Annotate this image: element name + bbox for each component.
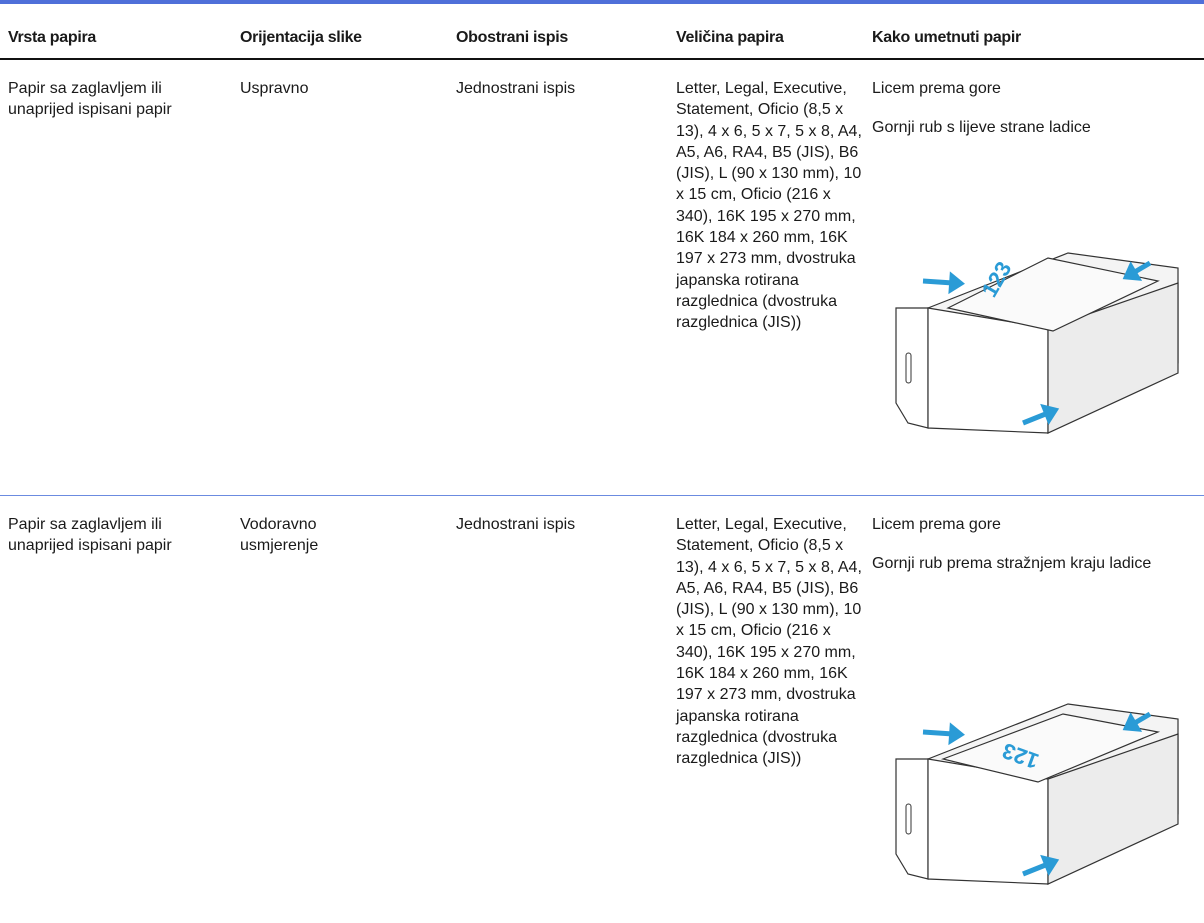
paper [940, 713, 1161, 783]
loading-instructions: Licem prema gore Gornji rub prema stražnj… [872, 514, 1202, 593]
tray-illustration: 123 [895, 703, 1179, 885]
paper-type: Papir sa zaglavljem ili unaprijed ispisa… [8, 80, 172, 119]
loading-instructions: Licem prema gore Gornji rub s lijeve stra… [872, 78, 1202, 157]
tray-front [895, 307, 929, 429]
orientation: Uspravno [240, 80, 309, 97]
tray-face [927, 307, 1049, 434]
arrow-head [1122, 261, 1143, 281]
header-cell: Veličina papira [676, 29, 784, 46]
duplex: Jednostrani ispis [456, 80, 576, 97]
instruction: Licem prema gore [872, 80, 1001, 97]
paper-type: Papir sa zaglavljem ili unaprijed ispisa… [8, 516, 172, 555]
arrow-head [948, 722, 965, 746]
arrow-head [1040, 403, 1060, 425]
tray-illustration: 123 [895, 252, 1179, 434]
duplex: Jednostrani ispis [456, 516, 576, 533]
instruction: Licem prema gore [872, 516, 1001, 533]
header-cell: Obostrani ispis [456, 29, 568, 46]
header-cell: Orijentacija slike [240, 29, 362, 46]
paper-sizes: Letter, Legal, Executive, Statement, Ofi… [676, 516, 862, 768]
arrow-shaft [1022, 861, 1049, 877]
arrow-head [1040, 854, 1060, 876]
header-rule [0, 58, 1204, 60]
header-cell: Kako umetnuti papir [872, 29, 1021, 46]
tray-front [895, 758, 929, 880]
row-rule [0, 495, 1204, 496]
handle [905, 803, 912, 835]
paper [946, 257, 1160, 332]
orientation: Vodoravno usmjerenje [240, 516, 319, 555]
arrow-shaft [922, 729, 954, 737]
arrow-shaft [922, 278, 954, 286]
instruction: Gornji rub s lijeve strane ladice [872, 119, 1091, 137]
header-cell: Vrsta papira [8, 29, 97, 46]
instruction: Gornji rub prema stražnjem kraju ladice [872, 555, 1152, 573]
arrow-shaft [1022, 410, 1049, 426]
arrow-head [1122, 712, 1143, 732]
top-rule [0, 0, 1204, 4]
handle [905, 352, 912, 384]
arrow-head [948, 271, 965, 295]
tray-side [1047, 282, 1179, 434]
paper-sizes: Letter, Legal, Executive, Statement, Ofi… [676, 80, 862, 332]
tray-side [1047, 733, 1179, 885]
